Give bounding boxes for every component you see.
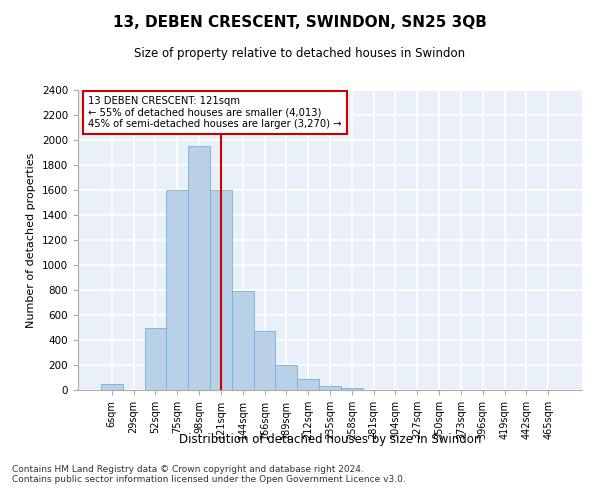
Bar [275, 365, 297, 390]
Bar [297, 380, 319, 390]
Text: 13, DEBEN CRESCENT, SWINDON, SN25 3QB: 13, DEBEN CRESCENT, SWINDON, SN25 3QB [113, 15, 487, 30]
Text: Contains public sector information licensed under the Open Government Licence v3: Contains public sector information licen… [12, 476, 406, 484]
Bar [210, 190, 232, 390]
Bar [101, 384, 123, 390]
Y-axis label: Number of detached properties: Number of detached properties [26, 152, 37, 328]
Text: Distribution of detached houses by size in Swindon: Distribution of detached houses by size … [179, 432, 481, 446]
Bar [341, 388, 363, 390]
Bar [145, 328, 166, 390]
Bar [319, 386, 341, 390]
Text: 13 DEBEN CRESCENT: 121sqm
← 55% of detached houses are smaller (4,013)
45% of se: 13 DEBEN CRESCENT: 121sqm ← 55% of detac… [88, 96, 341, 129]
Text: Contains HM Land Registry data © Crown copyright and database right 2024.: Contains HM Land Registry data © Crown c… [12, 466, 364, 474]
Bar [188, 146, 210, 390]
Text: Size of property relative to detached houses in Swindon: Size of property relative to detached ho… [134, 48, 466, 60]
Bar [232, 291, 254, 390]
Bar [166, 190, 188, 390]
Bar [254, 331, 275, 390]
